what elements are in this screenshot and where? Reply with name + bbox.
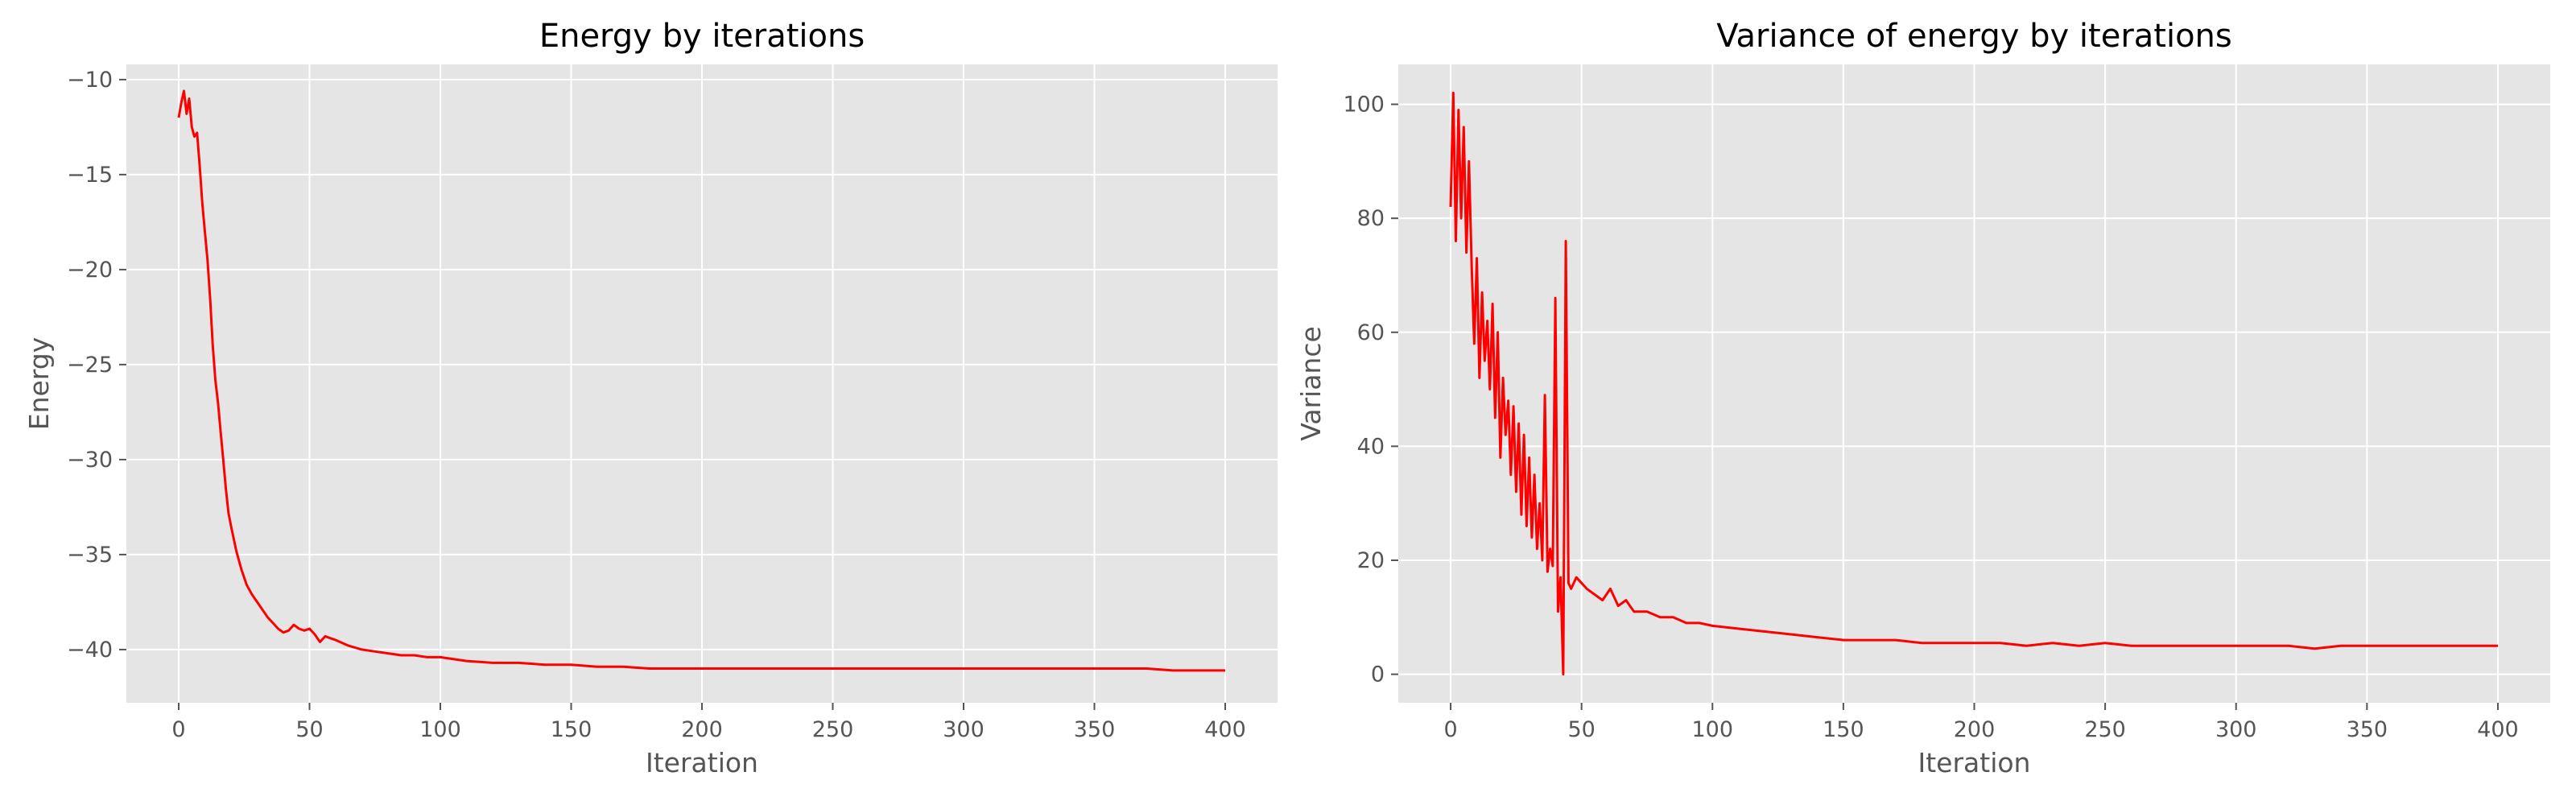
y-tick-label: 40 xyxy=(1357,434,1385,459)
y-tick-label: 80 xyxy=(1357,206,1385,231)
x-tick-label: 250 xyxy=(812,717,854,742)
x-tick-label: 200 xyxy=(681,717,723,742)
x-tick-label: 150 xyxy=(1823,717,1864,742)
y-tick-label: −15 xyxy=(67,163,113,188)
x-tick-label: 0 xyxy=(171,717,185,742)
x-tick-label: 200 xyxy=(1954,717,1996,742)
y-tick-label: −20 xyxy=(67,258,113,283)
x-tick-label: 100 xyxy=(1691,717,1733,742)
x-tick-label: 0 xyxy=(1443,717,1457,742)
x-tick-label: 350 xyxy=(2347,717,2388,742)
x-tick-label: 100 xyxy=(419,717,461,742)
y-axis-label: Energy xyxy=(23,337,55,431)
chart-title: Energy by iterations xyxy=(539,18,865,55)
x-tick-label: 400 xyxy=(1204,717,1246,742)
x-tick-label: 350 xyxy=(1074,717,1116,742)
x-tick-label: 300 xyxy=(943,717,985,742)
y-tick-label: −30 xyxy=(67,448,113,473)
y-tick-label: 100 xyxy=(1343,93,1385,118)
x-tick-label: 300 xyxy=(2215,717,2257,742)
x-tick-label: 50 xyxy=(1567,717,1595,742)
y-tick-label: 60 xyxy=(1357,320,1385,345)
x-axis-label: Iteration xyxy=(1918,747,2031,778)
y-tick-label: −35 xyxy=(67,543,113,568)
x-tick-label: 250 xyxy=(2084,717,2126,742)
y-tick-label: 0 xyxy=(1371,663,1385,687)
y-tick-label: −10 xyxy=(67,68,113,93)
series-line xyxy=(1449,91,2498,676)
x-tick-label: 150 xyxy=(551,717,592,742)
energy-chart: 0 50 100 150 200 250 300 350 400 −40 −35 −30 −25 −20 −… xyxy=(23,18,1278,778)
y-axis-label: Variance xyxy=(1295,326,1327,441)
y-tick-label: −25 xyxy=(67,353,113,378)
x-tick-label: 400 xyxy=(2477,717,2519,742)
x-axis-label: Iteration xyxy=(646,747,758,778)
y-tick-label: −40 xyxy=(67,638,113,663)
x-tick-label: 50 xyxy=(295,717,323,742)
series-line xyxy=(177,89,1225,672)
variance-chart: 0 50 100 150 200 250 300 350 400 0 20 40 60 80 100 Vari… xyxy=(1295,18,2550,778)
chart-title: Variance of energy by iterations xyxy=(1716,18,2231,55)
y-tick-label: 20 xyxy=(1357,548,1385,573)
